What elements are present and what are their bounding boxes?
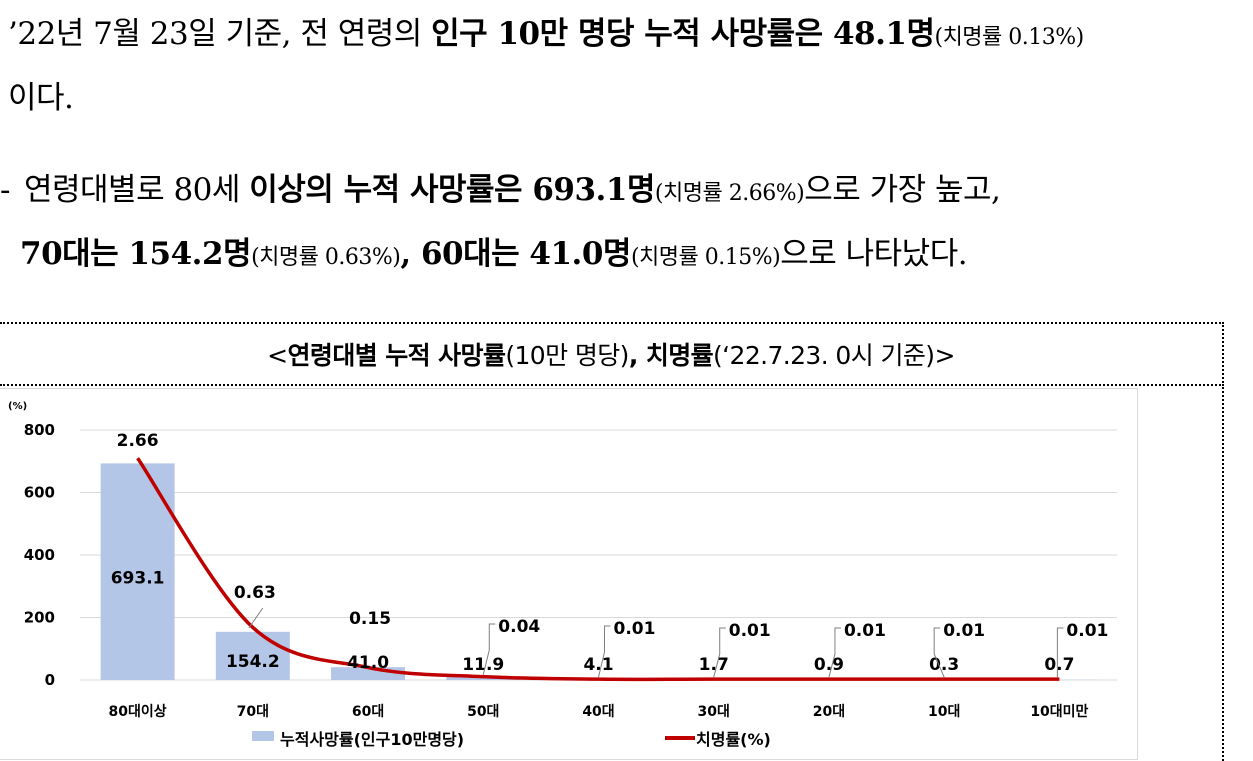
bar-data-label: 0.9: [814, 655, 844, 675]
leader-line: [598, 625, 611, 678]
summary-paragraph: ’22년 7월 23일 기준, 전 연령의 인구 10만 명당 누적 사망률은 …: [8, 4, 1084, 128]
chart-box-border: [1222, 384, 1224, 761]
age-text: 연령대별로 80세: [23, 172, 250, 208]
bar-data-label: 4.1: [583, 655, 613, 675]
leader-line: [713, 627, 726, 678]
x-tick-label: 10대: [928, 704, 960, 720]
x-tick-label: 80대이상: [109, 703, 167, 720]
age-highlight-60: , 60대는 41.0명: [400, 236, 631, 272]
age-group-paragraph: - 연령대별로 80세 이상의 누적 사망률은 693.1명(치명률 2.66%)…: [0, 160, 1001, 288]
line-data-label: 0.01: [1066, 621, 1108, 641]
x-tick-label: 50대: [467, 704, 499, 720]
bar-data-label: 1.7: [699, 655, 729, 675]
line-data-label: 0.01: [729, 621, 771, 641]
fatality-line: [136, 457, 1060, 682]
age-line-2: 70대는 154.2명(치명률 0.63%), 60대는 41.0명(치명률 0…: [0, 224, 1000, 288]
bar-data-label: 154.2: [226, 652, 280, 672]
summary-highlight: 인구 10만 명당 누적 사망률은 48.1명: [431, 16, 935, 52]
line-data-label: 0.63: [234, 583, 276, 603]
age-highlight-70: 70대는 154.2명: [20, 236, 252, 272]
legend-line-label: 치명률(%): [696, 730, 771, 749]
y-tick-label: 400: [24, 546, 55, 564]
x-tick-label: 40대: [582, 704, 614, 720]
age-highlight-80: 이상의 누적 사망률은 693.1명: [249, 172, 655, 208]
line-data-label: 0.01: [943, 621, 985, 641]
x-tick-label: 20대: [813, 704, 845, 720]
bar: [215, 631, 290, 680]
line-data-label: 2.66: [117, 431, 159, 451]
summary-line-1: ’22년 7월 23일 기준, 전 연령의 인구 10만 명당 누적 사망률은 …: [8, 4, 1084, 68]
age-fatality-60: (치명률 0.15%): [630, 245, 781, 270]
y-axis-unit: (%): [8, 401, 27, 412]
bar-data-label: 0.7: [1044, 655, 1074, 675]
bullet-dash: -: [0, 172, 10, 208]
summary-line-2: 이다.: [8, 68, 1084, 128]
age-fatality-70: (치명률 0.63%): [251, 245, 401, 270]
summary-text-end: 이다.: [8, 80, 74, 116]
bar-data-label: 693.1: [111, 568, 165, 588]
x-tick-label: 10대미만: [1030, 704, 1088, 720]
chart-title-box: [0, 322, 1224, 386]
chart-title: <연령대별 누적 사망률(10만 명당), 치명률(‘22.7.23. 0시 기…: [267, 341, 955, 370]
line-data-label: 0.01: [614, 619, 656, 639]
bar-data-label: 41.0: [347, 653, 389, 673]
y-tick-label: 800: [24, 421, 55, 439]
age-text-end: 으로 나타났다.: [780, 236, 968, 272]
summary-fatality: (치명률 0.13%): [934, 25, 1084, 50]
age-fatality-80: (치명률 2.66%): [654, 181, 805, 206]
x-tick-label: 70대: [237, 704, 269, 720]
summary-text: ’22년 7월 23일 기준, 전 연령의: [8, 16, 432, 52]
legend-bar-swatch: [252, 731, 274, 741]
leader-line: [248, 607, 264, 629]
y-tick-label: 0: [45, 671, 55, 689]
line-data-label: 0.15: [349, 609, 391, 629]
leader-line: [1056, 627, 1064, 678]
bar-data-label: 0.3: [929, 655, 959, 675]
bar-data-label: 11.9: [462, 655, 504, 675]
x-tick-label: 60대: [352, 704, 384, 720]
legend-bar-label: 누적사망률(인구10만명당): [280, 730, 464, 749]
age-line-1: - 연령대별로 80세 이상의 누적 사망률은 693.1명(치명률 2.66%)…: [0, 160, 1001, 224]
line-data-label: 0.01: [844, 621, 886, 641]
x-tick-label: 30대: [698, 704, 730, 720]
age-text-2: 으로 가장 높고,: [804, 172, 1001, 208]
leader-line: [482, 623, 496, 675]
plot-frame: [0, 388, 1138, 760]
leader-line: [933, 627, 945, 678]
y-tick-label: 200: [24, 609, 55, 627]
line-data-label: 0.04: [498, 617, 540, 637]
y-tick-label: 600: [24, 484, 55, 502]
leader-line: [828, 627, 841, 678]
